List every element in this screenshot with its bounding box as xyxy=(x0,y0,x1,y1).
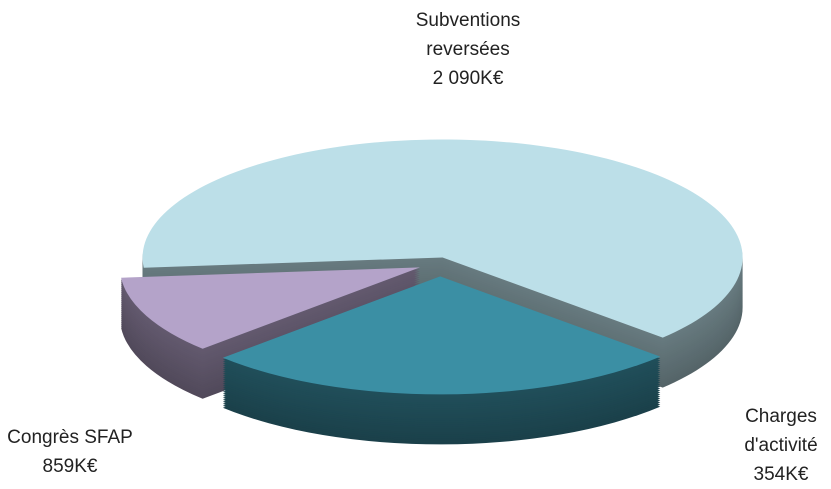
pie-slice xyxy=(121,267,420,349)
slice-label: Subventions reversées 2 090K€ xyxy=(388,6,548,93)
value-label: 354K€ xyxy=(753,464,809,485)
slice-label: Charges d'activité 354K€ xyxy=(731,402,831,489)
pie-slice xyxy=(142,139,743,338)
category-label: Congrès SFAP xyxy=(7,427,133,448)
value-label: 2 090K€ xyxy=(432,68,504,89)
category-label: Subventions reversées xyxy=(415,10,521,60)
category-label: Charges d'activité xyxy=(744,406,818,456)
value-label: 859K€ xyxy=(42,456,98,477)
slice-label: Congrès SFAP 859K€ xyxy=(0,423,140,481)
pie-slice xyxy=(222,276,661,395)
